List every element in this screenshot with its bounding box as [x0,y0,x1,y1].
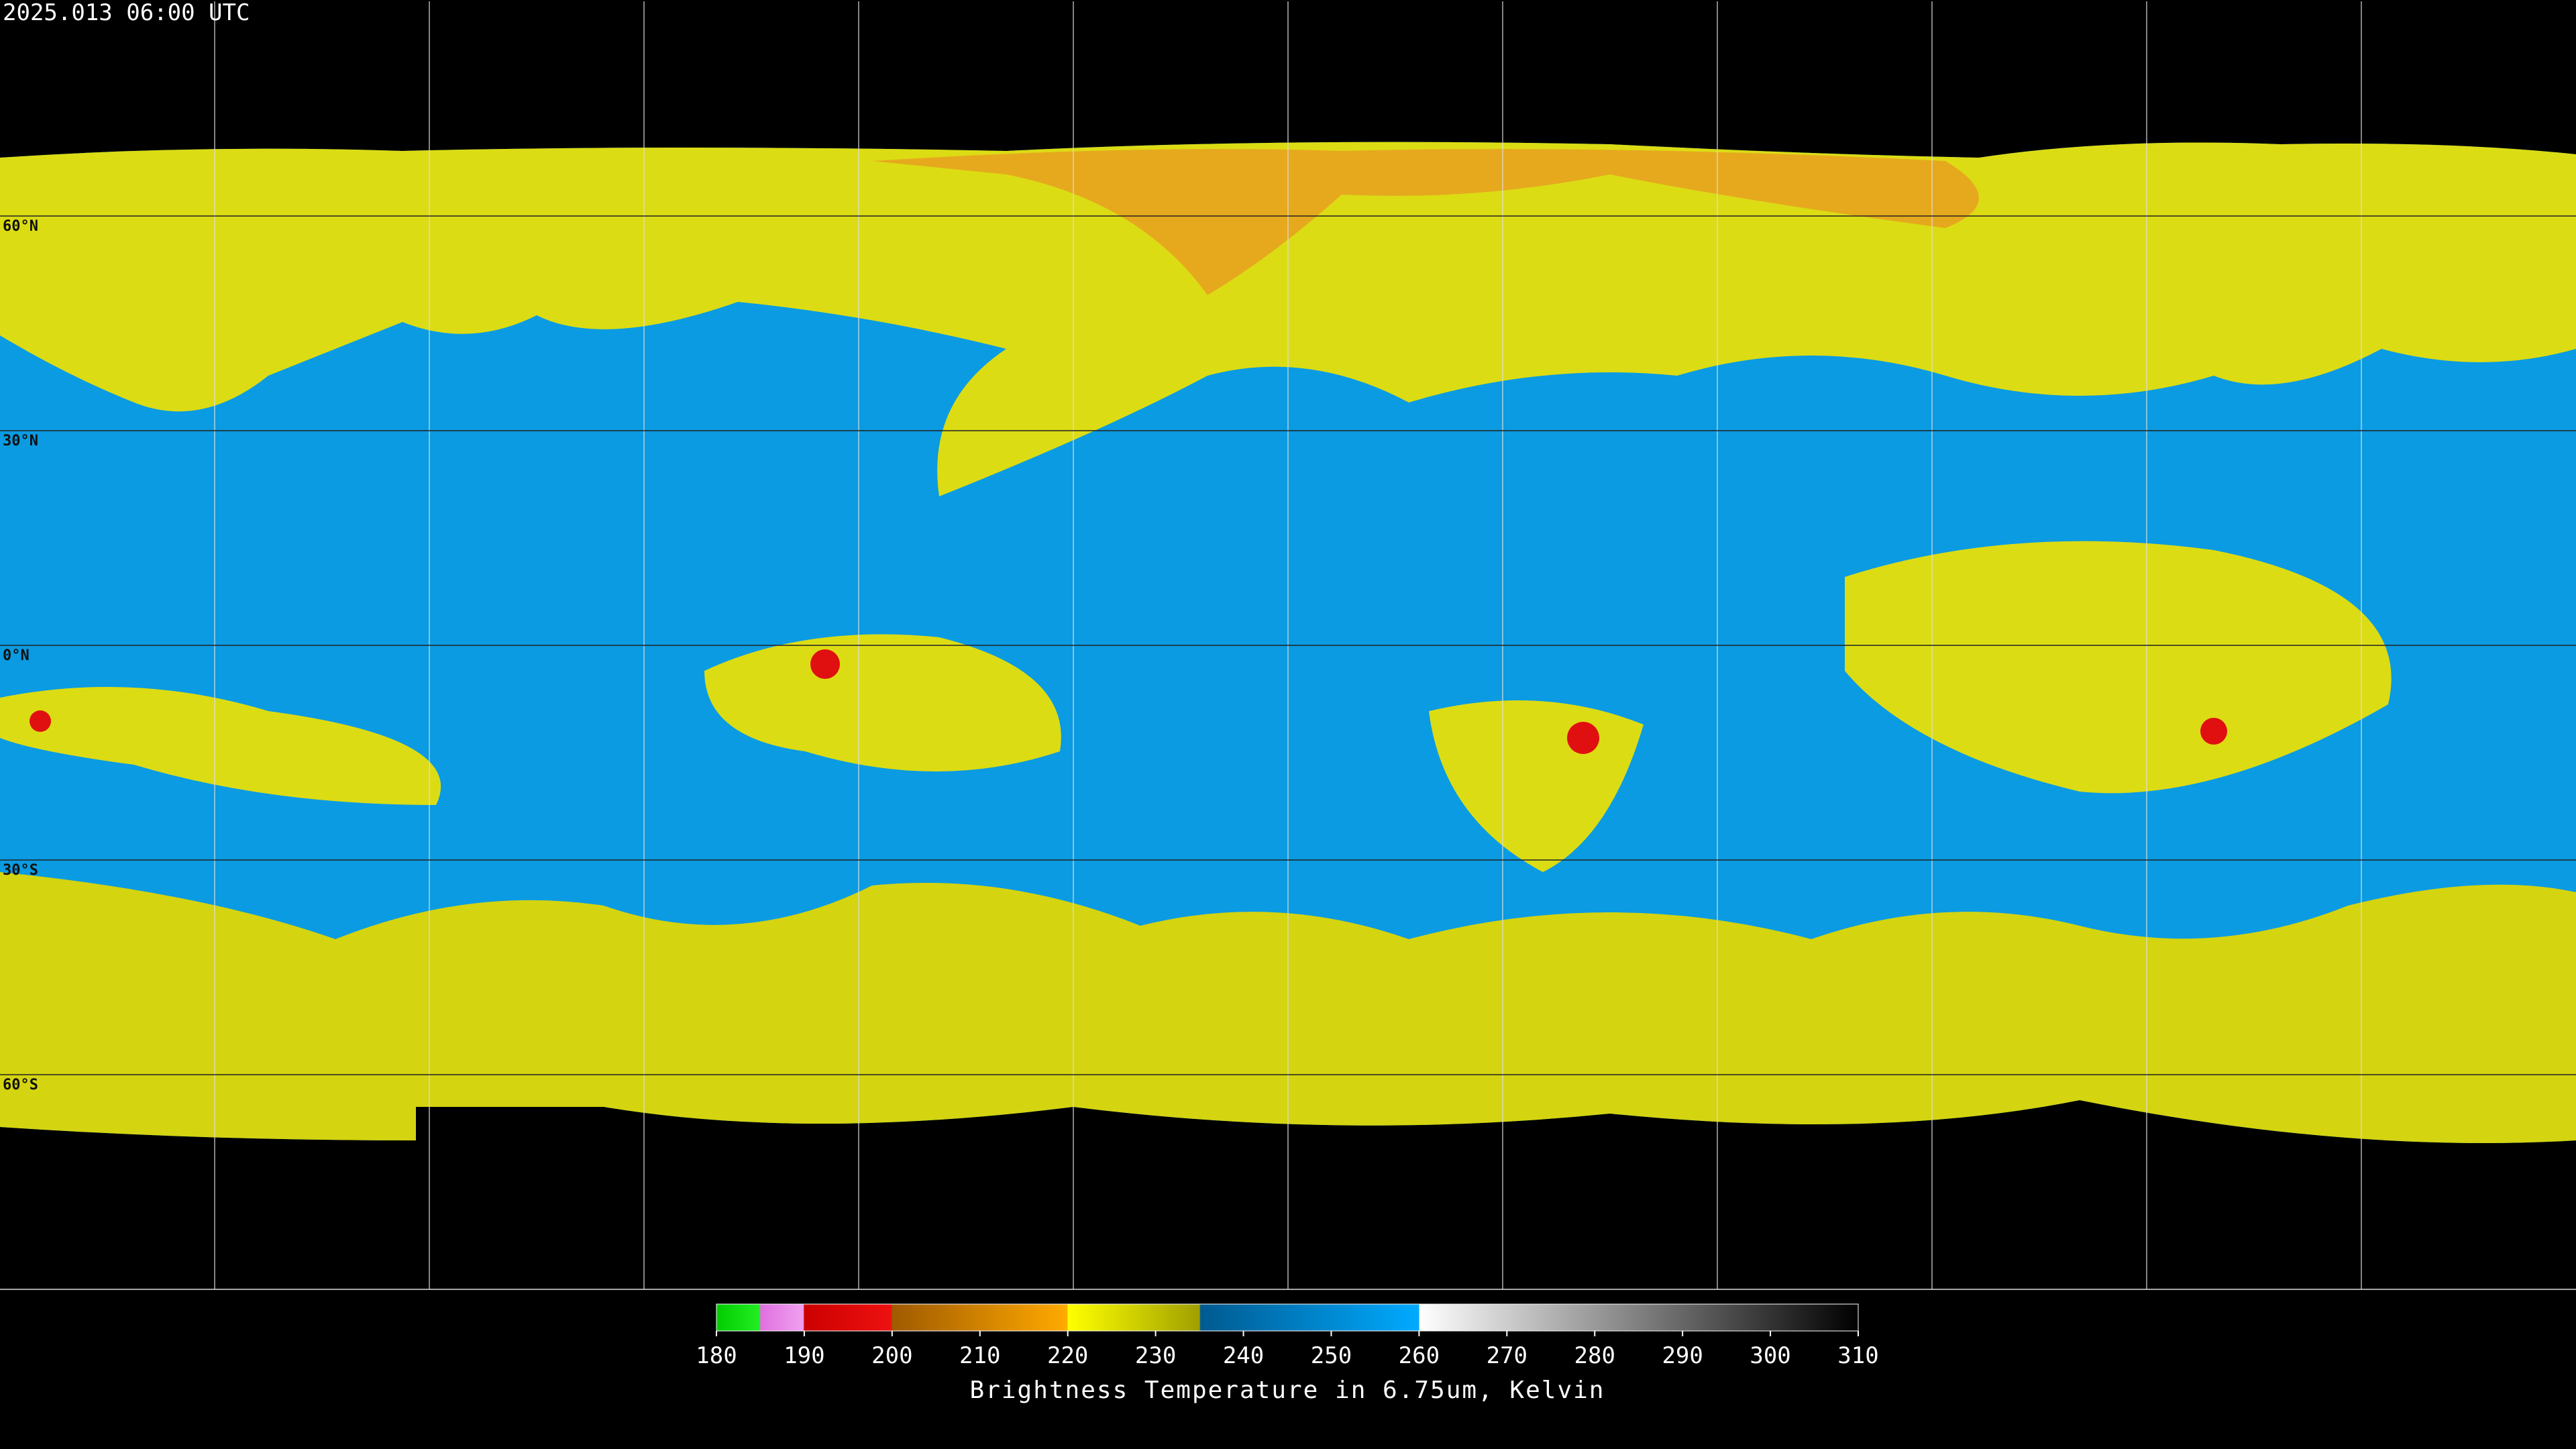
colorbar-tick-label: 290 [1662,1342,1703,1369]
colorbar-tick-label: 200 [871,1342,912,1369]
timestamp: 2025.013 06:00 UTC [3,0,250,26]
dry-region-north [872,149,1979,295]
colorbar-label: Brightness Temperature in 6.75um, Kelvin [970,1377,1605,1404]
cold-cloud-top [2200,718,2227,745]
colorbar-tick-label: 230 [1135,1342,1176,1369]
colorbar-tick-label: 240 [1223,1342,1264,1369]
latitude-label: 30°N [3,433,38,449]
colorbar-tick-label: 300 [1750,1342,1790,1369]
colorbar-tick-label: 260 [1399,1342,1440,1369]
convection-south-america [704,634,1061,771]
colorbar-tick-label: 280 [1574,1342,1615,1369]
cold-cloud-top [1567,722,1599,754]
colorbar-tick-label: 180 [696,1342,737,1369]
latitude-label: 0°N [3,647,30,664]
graticule: 60°N 30°N 0°N 30°S 60°S [0,1,2576,1290]
convection-maritime-continent [1845,541,2392,794]
colorbar [716,1303,1859,1332]
cold-cloud-top [810,649,840,679]
convection-pacific [0,687,441,805]
colorbar-ticks: 180 190 200 210 220 230 240 250 260 270 280 290 300 3… [696,1331,1879,1369]
latitude-label: 30°S [3,862,38,879]
latitude-label: 60°N [3,218,38,235]
colorbar-tick-label: 270 [1487,1342,1527,1369]
cold-cloud-top [30,710,51,732]
colorbar-tick-label: 250 [1311,1342,1352,1369]
colorbar-tick-label: 310 [1837,1342,1878,1369]
colorbar-tick-label: 190 [784,1342,824,1369]
colorbar-tick-label: 210 [959,1342,1000,1369]
colorbar-tick-label: 220 [1047,1342,1088,1369]
latitude-label: 60°S [3,1077,38,1093]
